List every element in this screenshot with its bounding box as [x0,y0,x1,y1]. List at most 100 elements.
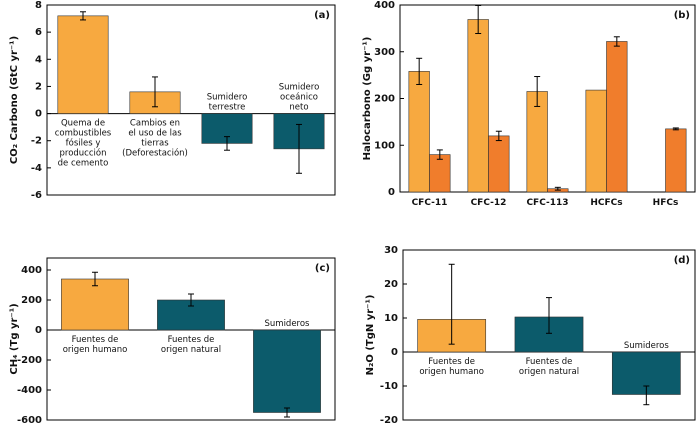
label-line: Sumidero [279,82,320,92]
y-tick-label: 200 [21,295,42,306]
error-bar [188,293,194,307]
x-category-label: Sumidero oceánico neto [279,82,320,112]
label-line: Sumideros [624,341,670,351]
y-axis-label: CO₂ Carbono (GtC yr⁻¹) [9,36,20,164]
label-line: el uso de las [128,128,182,138]
label-line: combustibles [55,128,112,138]
y-axis-label: CH₄ (Tg yr⁻¹) [9,303,20,374]
label-line: neto [289,102,308,112]
panel-label: (d) [674,255,690,266]
error-bar [92,271,98,287]
bar [57,15,109,114]
label-line: HCFCs [590,198,622,208]
x-category-label: CFC-11 [412,198,448,208]
bar [488,135,510,193]
bar [606,41,628,193]
y-tick-label: 4 [35,54,42,65]
x-category-label: Cambios en el uso de las tierras (Deforesta… [122,118,188,158]
y-tick-label: 10 [384,313,398,324]
y-tick-label: 0 [388,187,395,198]
label-line: de cemento [58,158,109,168]
panel-label: (c) [315,263,330,274]
plot-frame [46,257,336,421]
panel-label: (a) [314,10,330,21]
label-line: origen humano [63,345,128,355]
y-tick-label: 400 [21,265,42,276]
x-category-label: Sumidero terrestre [207,92,248,112]
y-tick-label: 0 [391,347,398,358]
label-line: Fuentes de [428,357,475,367]
label-line: CFC-11 [412,198,448,208]
y-tick-label: -10 [380,381,398,392]
y-tick-label: 30 [384,245,398,256]
y-tick-label: 200 [374,94,395,105]
bar [408,71,430,193]
plot-frame [46,4,336,196]
error-bar [546,297,552,334]
error-bar [613,36,620,47]
error-bar [416,57,423,85]
label-line: oceánico [280,92,318,102]
y-tick-label: 100 [374,140,395,151]
x-category-label: CFC-113 [526,198,568,208]
label-line: Sumideros [265,319,311,329]
error-bar [448,263,455,345]
label-line: Quema de [61,118,105,128]
x-category-label: HCFCs [590,198,622,208]
error-bar [672,127,679,131]
label-line: Sumidero [207,92,248,102]
y-tick-label: -600 [17,415,42,426]
bar [665,128,687,193]
error-bar [495,130,502,142]
bar [61,278,129,331]
bar [585,89,607,193]
label-line: origen natural [161,345,221,355]
error-bar [224,136,230,151]
y-tick-label: 20 [384,279,398,290]
y-tick-label: 6 [35,27,42,38]
label-line: producción [60,147,107,158]
plot-frame [402,249,696,421]
y-tick-label: 0 [35,109,42,120]
error-bar [152,76,158,108]
label-line: Fuentes de [168,335,215,345]
label-line: origen humano [419,367,484,377]
error-bar [534,76,541,107]
label-line: (Deforestación) [122,147,188,158]
y-tick-label: -4 [31,163,42,174]
label-line: tierras [141,138,169,148]
label-line: CFC-113 [526,198,568,208]
error-bar [475,4,482,35]
y-tick-label: 8 [35,0,42,11]
label-line: Cambios en [130,118,180,128]
x-category-label: Fuentes de origen natural [519,357,579,377]
label-line: Fuentes de [72,335,119,345]
bar [253,329,321,413]
label-line: terrestre [209,102,246,112]
label-line: Fuentes de [526,357,573,367]
label-line: HFCs [653,198,679,208]
y-tick-label: 400 [374,0,395,11]
y-tick-label: 300 [374,47,395,58]
y-tick-label: -200 [17,355,42,366]
y-axis-label: Halocarbono (Gg yr⁻¹) [362,37,373,161]
error-bar [296,123,302,174]
y-tick-label: -6 [31,190,42,201]
bar [467,19,489,193]
x-category-label: Sumideros [624,341,670,351]
error-bar [80,11,86,21]
x-category-label: Fuentes de origen natural [161,335,221,355]
x-category-label: Sumideros [265,319,311,329]
y-tick-label: -400 [17,385,42,396]
x-category-label: Quema de combustibles fósiles y producción d… [55,118,112,168]
y-tick-label: -20 [380,415,398,426]
error-bar [554,186,561,191]
error-bar [436,149,443,160]
label-line: CFC-12 [471,198,507,208]
error-bar [643,385,650,406]
x-category-label: Fuentes de origen humano [63,335,128,355]
y-tick-label: -2 [31,136,42,147]
error-bar [284,407,290,418]
label-line: fósiles y [66,137,101,148]
